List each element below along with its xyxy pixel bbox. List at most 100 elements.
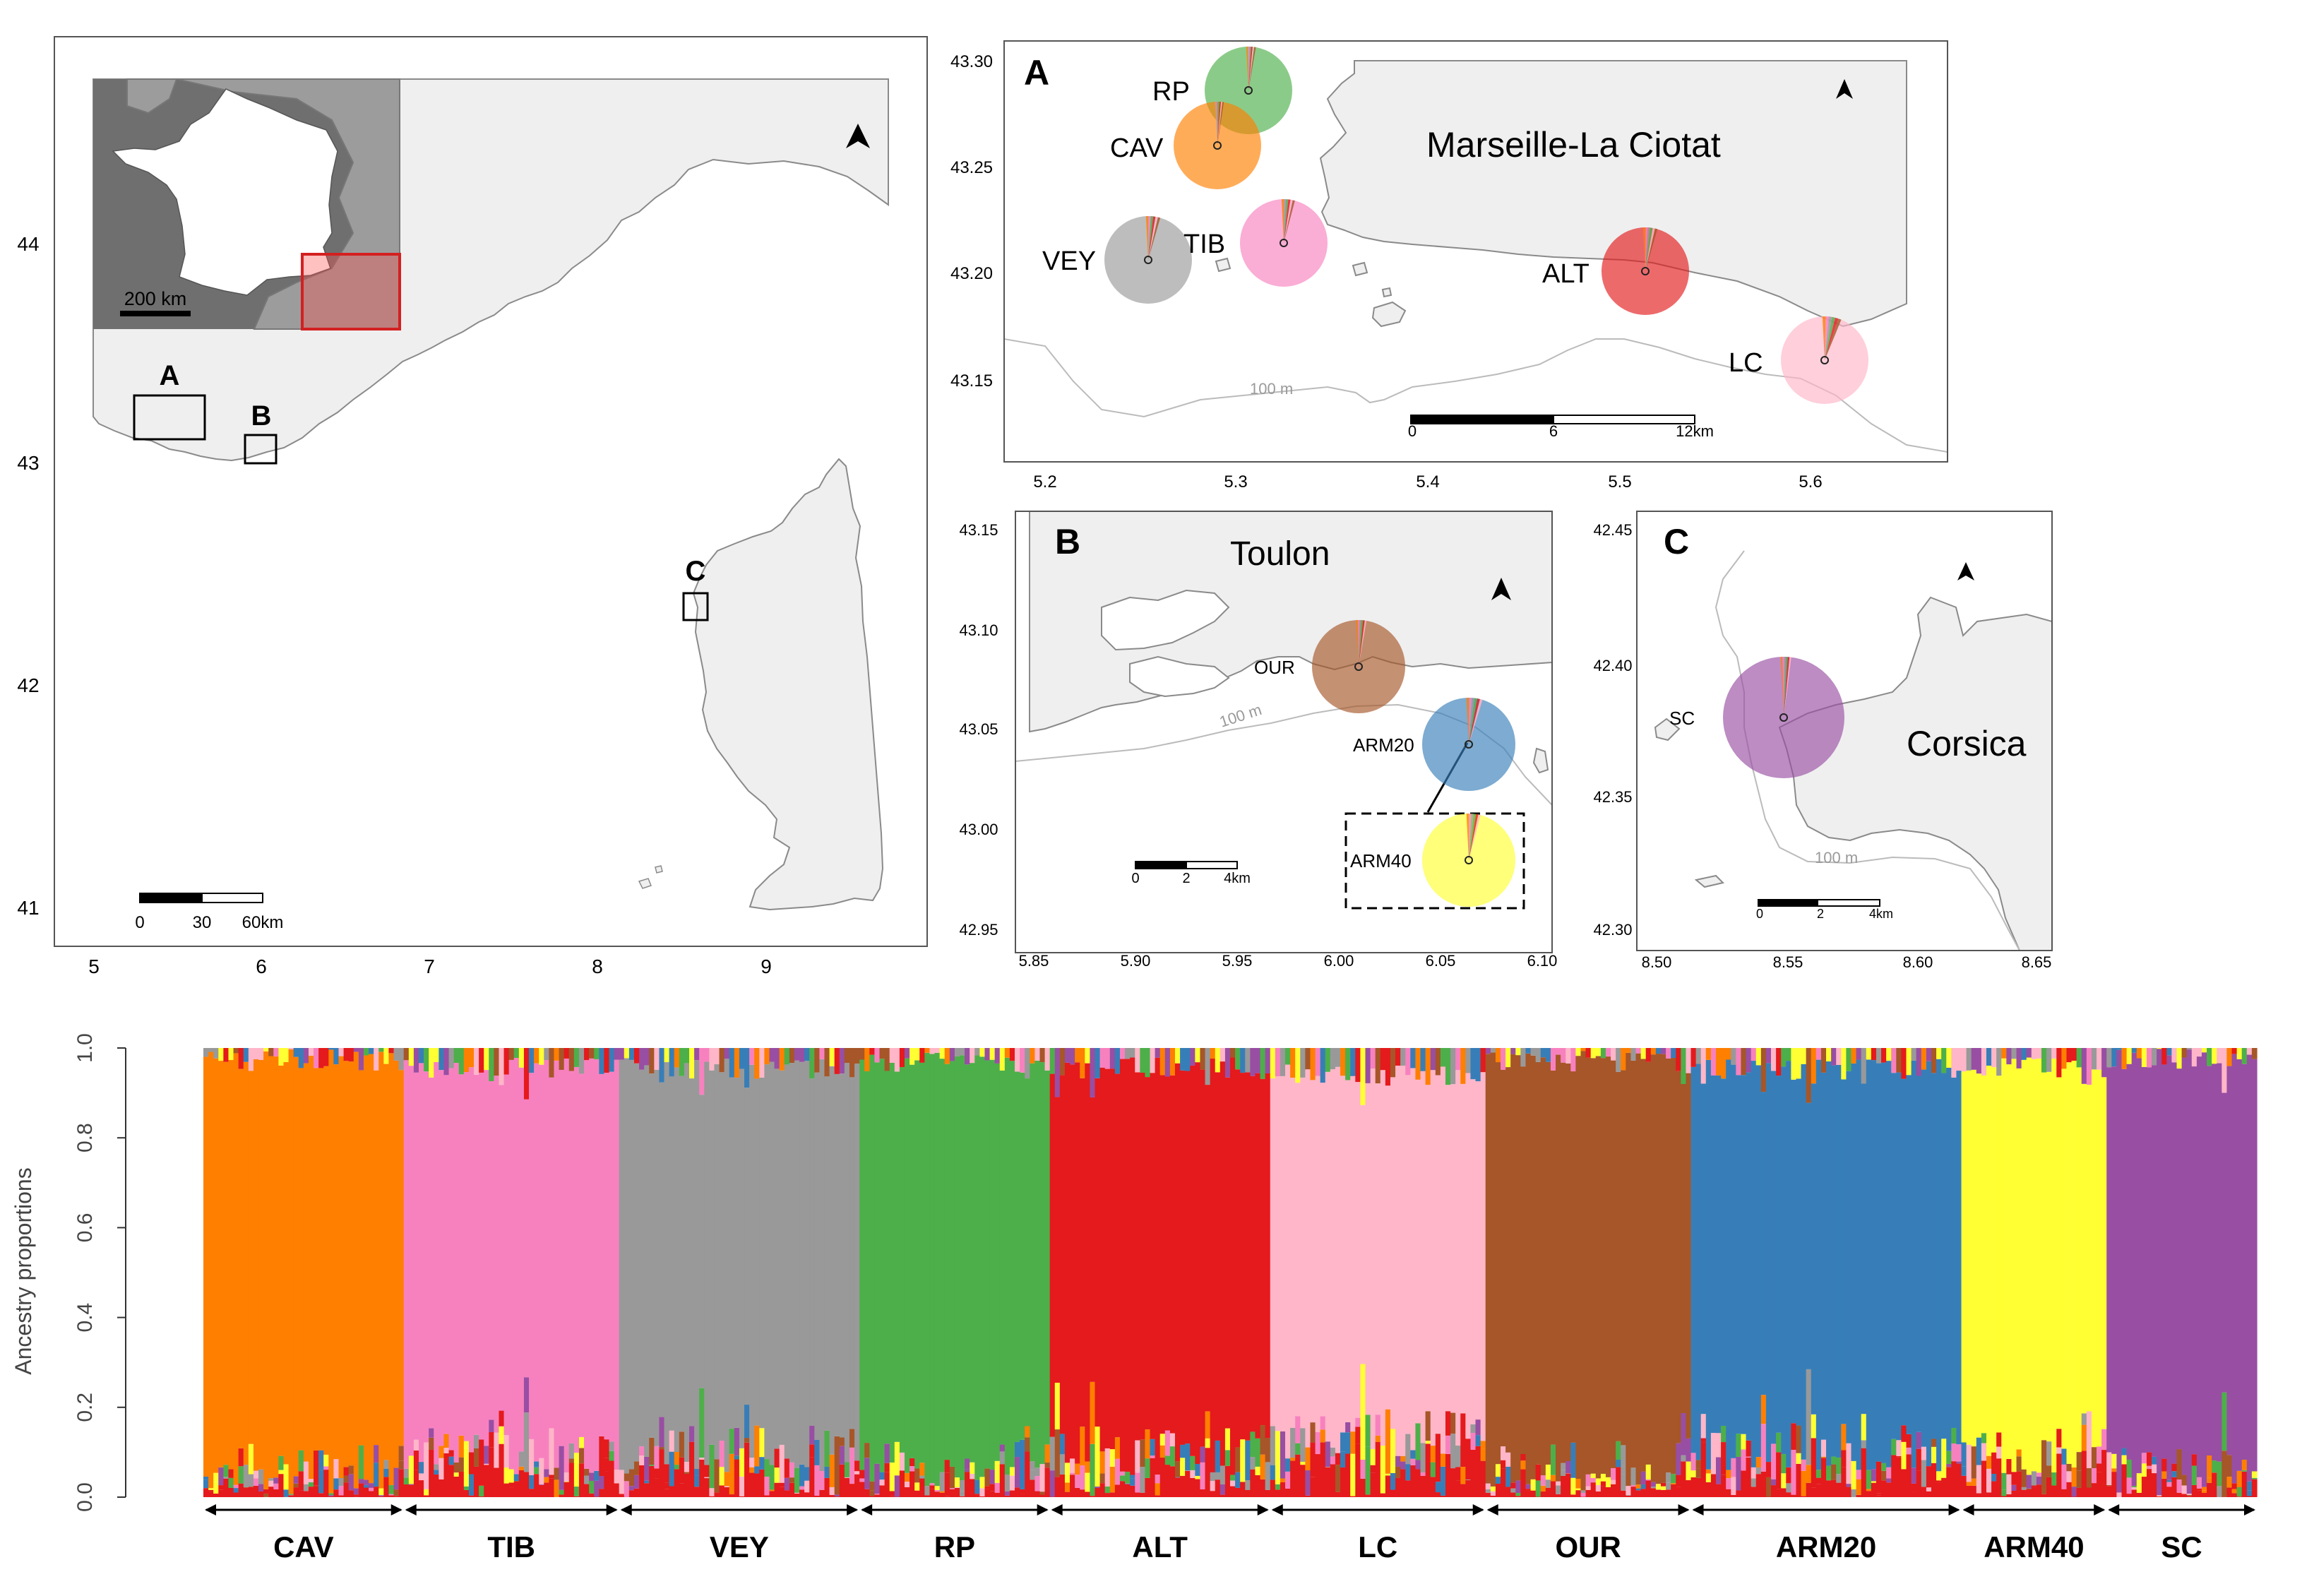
admixture-segment: [2176, 1048, 2183, 1069]
admixture-segment: [1009, 1475, 1015, 1491]
admixture-segment: [829, 1048, 835, 1066]
admixture-bar: [494, 1076, 500, 1433]
admixture-bar: [2136, 1058, 2142, 1474]
admixture-segment: [799, 1048, 805, 1062]
admixture-segment: [549, 1048, 555, 1078]
admixture-bar: [1501, 1069, 1506, 1447]
admixture-bar: [1891, 1073, 1897, 1439]
admixture-bar: [794, 1060, 800, 1468]
admixture-segment: [1405, 1048, 1411, 1076]
admixture-bar: [383, 1064, 390, 1460]
admixture-segment: [1580, 1492, 1587, 1497]
admixture-segment: [959, 1048, 965, 1056]
admixture-segment: [238, 1048, 244, 1069]
admixture-bar: [1219, 1061, 1226, 1466]
admixture-segment: [358, 1048, 364, 1071]
admixture-segment: [348, 1474, 354, 1491]
admixture-segment: [1370, 1465, 1376, 1473]
admixture-segment: [910, 1471, 915, 1497]
admixture-segment: [1836, 1048, 1842, 1065]
admixture-bar: [448, 1068, 455, 1451]
admixture-segment: [1230, 1475, 1236, 1481]
admixture-segment: [1305, 1495, 1311, 1497]
admixture-bar: [258, 1059, 264, 1470]
admixture-segment: [2171, 1471, 2178, 1477]
admixture-bar: [1896, 1072, 1902, 1441]
admixture-segment: [633, 1475, 640, 1489]
admixture-segment: [293, 1048, 299, 1057]
admixture-segment: [1465, 1048, 1472, 1073]
admixture-segment: [2251, 1477, 2258, 1479]
admixture-segment: [814, 1048, 820, 1073]
admixture-bar: [343, 1061, 350, 1467]
svg-text:0: 0: [1408, 422, 1417, 440]
admixture-segment: [258, 1484, 264, 1491]
admixture-segment: [869, 1496, 876, 1497]
admixture-segment: [1971, 1048, 1977, 1070]
admixture-segment: [804, 1467, 810, 1481]
admixture-bar: [970, 1063, 975, 1463]
admixture-segment: [318, 1493, 324, 1497]
admixture-segment: [1801, 1459, 1807, 1471]
pie-our: [1312, 620, 1405, 713]
admixture-bar: [1390, 1077, 1396, 1429]
admixture-segment: [744, 1438, 750, 1443]
panel-c-land: [1778, 596, 2052, 951]
admixture-segment: [1931, 1048, 1937, 1073]
admixture-bar: [1495, 1062, 1501, 1465]
admixture-segment: [1961, 1475, 1967, 1497]
admixture-segment: [1660, 1048, 1666, 1054]
admixture-bar: [2006, 1064, 2012, 1460]
population-label: VEY: [710, 1530, 769, 1564]
admixture-segment: [1345, 1048, 1351, 1080]
admixture-segment: [1215, 1479, 1221, 1497]
arrow-right-icon: [1037, 1504, 1049, 1515]
admixture-segment: [443, 1048, 450, 1076]
admixture-segment: [1039, 1464, 1046, 1492]
admixture-bar: [739, 1068, 745, 1448]
admixture-segment: [859, 1482, 865, 1497]
admixture-segment: [263, 1493, 269, 1497]
admixture-segment: [578, 1048, 585, 1074]
pie-minor-slice: [1217, 102, 1223, 145]
admixture-segment: [243, 1465, 249, 1487]
admixture-bar: [779, 1070, 785, 1445]
admixture-bar: [644, 1065, 650, 1457]
admixture-segment: [2041, 1440, 2047, 1489]
admixture-segment: [734, 1459, 740, 1497]
admixture-segment: [899, 1462, 905, 1471]
admixture-segment: [889, 1462, 895, 1491]
admixture-segment: [704, 1048, 710, 1062]
admixture-segment: [338, 1486, 345, 1496]
admixture-segment: [1545, 1464, 1551, 1480]
admixture-segment: [1450, 1468, 1456, 1497]
admixture-segment: [1415, 1460, 1421, 1470]
admixture-segment: [2051, 1485, 2057, 1497]
admixture-segment: [418, 1462, 424, 1474]
north-arrow-icon: [1491, 578, 1511, 600]
admixture-segment: [529, 1048, 535, 1073]
svg-text:8.55: 8.55: [1773, 953, 1803, 971]
admixture-segment: [714, 1487, 720, 1493]
admixture-segment: [2081, 1048, 2087, 1084]
admixture-bar: [453, 1063, 460, 1463]
admixture-segment: [2066, 1048, 2073, 1063]
pie-arm20: [1422, 697, 1515, 791]
panel-b: 100 m B Toulon OUR ARM20 ARM40 0 2 4km 4…: [959, 511, 1557, 970]
admixture-segment: [1224, 1428, 1231, 1451]
admixture-segment: [674, 1451, 680, 1465]
admixture-segment: [1140, 1439, 1146, 1467]
admixture-segment: [208, 1489, 214, 1492]
admixture-segment: [649, 1465, 655, 1497]
admixture-segment: [1455, 1467, 1461, 1481]
overview-y-axis: 44 43 42 41: [17, 233, 39, 919]
admixture-segment: [1465, 1439, 1472, 1480]
admixture-bar: [1320, 1083, 1326, 1417]
admixture-segment: [2251, 1479, 2258, 1497]
panel-a-contour-label: 100 m: [1250, 380, 1293, 398]
admixture-segment: [1425, 1443, 1431, 1497]
admixture-segment: [1875, 1495, 1882, 1497]
admixture-segment: [1545, 1487, 1551, 1497]
admixture-bar: [1145, 1077, 1151, 1430]
admixture-bar: [1185, 1071, 1191, 1444]
